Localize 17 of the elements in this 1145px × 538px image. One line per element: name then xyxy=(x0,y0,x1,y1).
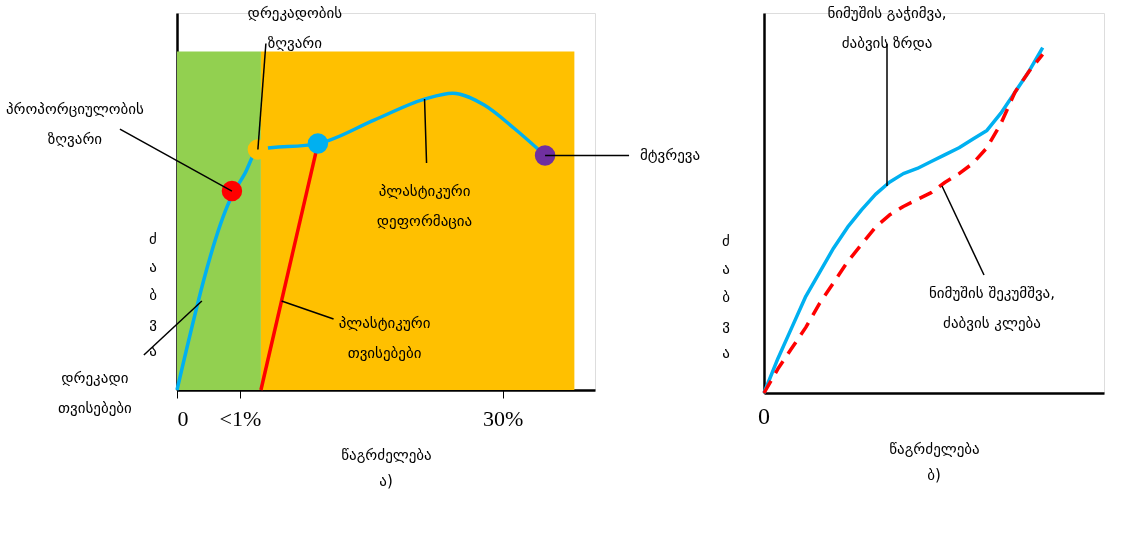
annotation: პლასტიკური დეფორმაცია xyxy=(376,182,473,231)
annotation: მტვრევა xyxy=(639,146,701,165)
y-axis-title: ძაბვა xyxy=(722,232,731,362)
y-axis-title: ძაბვა xyxy=(149,230,158,361)
x-axis-title: წაგრძელება xyxy=(889,439,980,458)
x-tick-label: 30% xyxy=(483,405,524,431)
x-tick-label: 0 xyxy=(177,405,189,431)
annotation: დრეკადობის ზღვარი xyxy=(247,3,343,52)
annotation: პლასტიკური თვისებები xyxy=(338,313,431,362)
text: ბ) xyxy=(927,466,941,484)
x-axis-title: წაგრძელება xyxy=(341,445,432,464)
annotation: ნიმუშის გაჭიმვა, ძაბვის ზრდა xyxy=(827,4,947,52)
annotation: პროპორციულობის ზღვარი xyxy=(5,100,145,149)
annotation: ნიმუშის შეკუმშვა, ძაბვის კლება xyxy=(929,284,1055,332)
x-tick-label: <1% xyxy=(219,405,262,431)
text: ა) xyxy=(379,472,393,490)
annotation: დრეკადი თვისებები xyxy=(57,368,133,417)
